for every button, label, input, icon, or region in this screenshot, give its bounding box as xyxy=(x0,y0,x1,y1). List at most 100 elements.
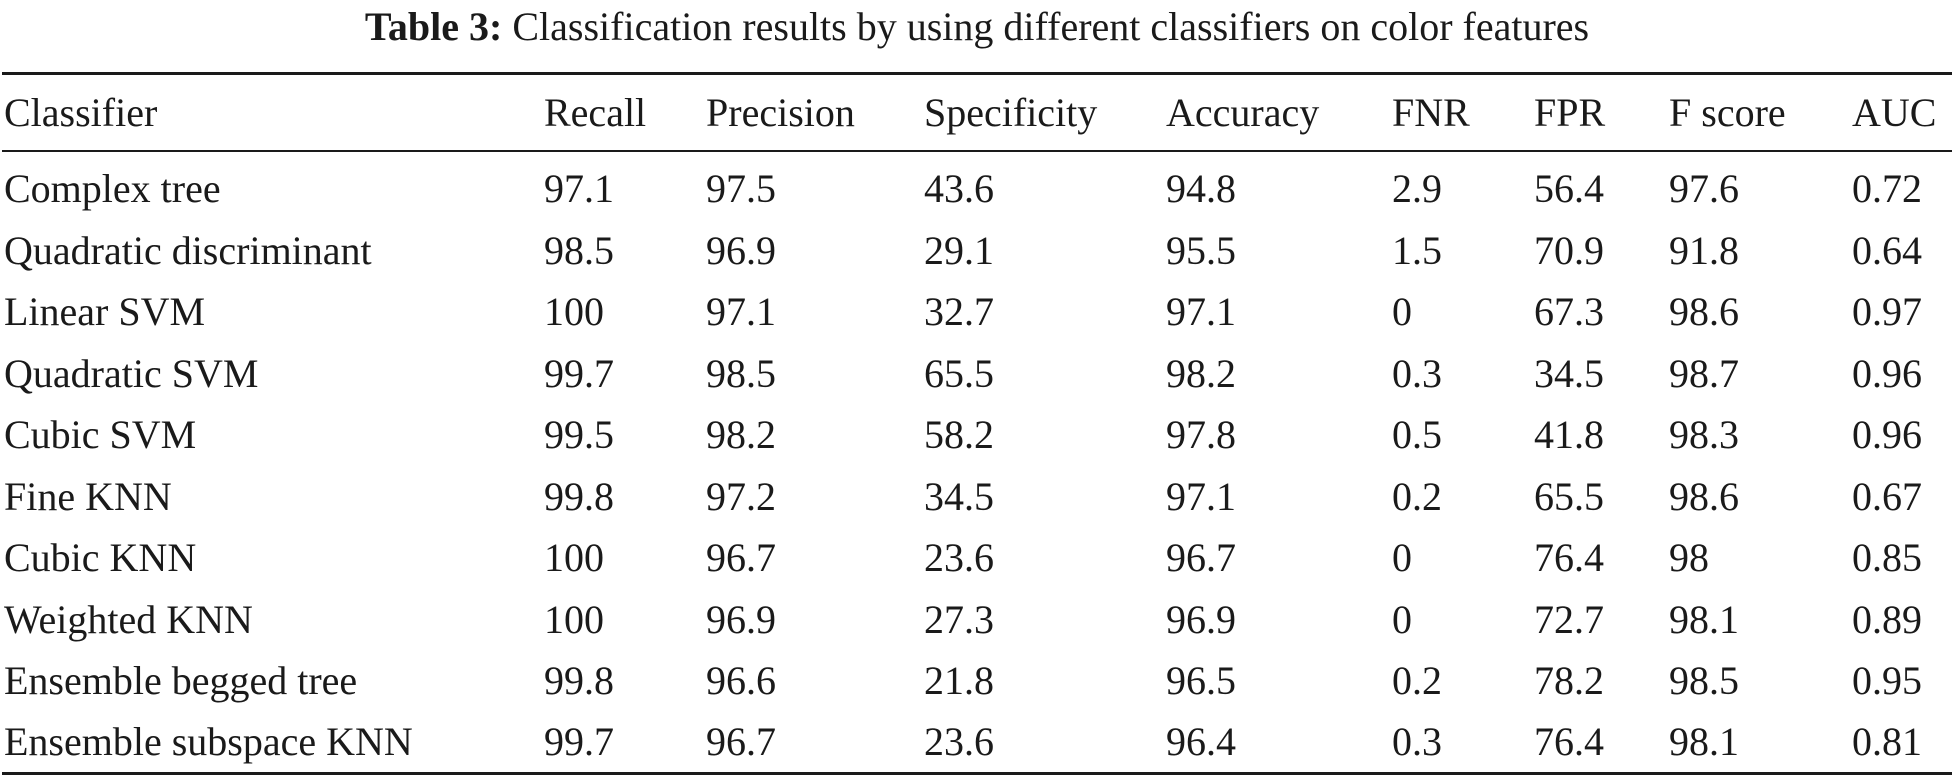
cell-auc: 0.85 xyxy=(1852,535,1922,580)
cell-classifier: Complex tree xyxy=(4,166,221,211)
header-classifier: Classifier xyxy=(4,90,158,135)
cell-fpr: 72.7 xyxy=(1534,597,1604,642)
cell-recall: 100 xyxy=(544,289,604,334)
cell-precision: 98.5 xyxy=(706,351,776,396)
cell-fnr: 1.5 xyxy=(1392,228,1442,273)
table-caption-label: Table 3: xyxy=(364,4,503,49)
cell-f-score: 98.1 xyxy=(1669,597,1739,642)
cell-recall: 99.8 xyxy=(544,474,614,519)
cell-recall: 99.7 xyxy=(544,351,614,396)
table-top-rule xyxy=(2,72,1952,75)
cell-fnr: 0.3 xyxy=(1392,351,1442,396)
cell-fpr: 76.4 xyxy=(1534,535,1604,580)
cell-f-score: 98.1 xyxy=(1669,719,1739,764)
cell-classifier: Quadratic discriminant xyxy=(4,228,372,273)
cell-accuracy: 96.7 xyxy=(1166,535,1236,580)
cell-fnr: 2.9 xyxy=(1392,166,1442,211)
cell-recall: 97.1 xyxy=(544,166,614,211)
cell-precision: 98.2 xyxy=(706,412,776,457)
cell-accuracy: 97.1 xyxy=(1166,474,1236,519)
cell-fpr: 70.9 xyxy=(1534,228,1604,273)
table-row: Ensemble begged tree 99.8 96.6 21.8 96.5… xyxy=(0,650,1954,712)
table-row: Quadratic discriminant 98.5 96.9 29.1 95… xyxy=(0,220,1954,282)
cell-f-score: 97.6 xyxy=(1669,166,1739,211)
cell-accuracy: 97.1 xyxy=(1166,289,1236,334)
cell-auc: 0.96 xyxy=(1852,351,1922,396)
cell-classifier: Ensemble begged tree xyxy=(4,658,358,703)
cell-precision: 97.2 xyxy=(706,474,776,519)
header-fnr: FNR xyxy=(1392,90,1470,135)
cell-precision: 96.6 xyxy=(706,658,776,703)
cell-accuracy: 95.5 xyxy=(1166,228,1236,273)
table-row: Cubic KNN 100 96.7 23.6 96.7 0 76.4 98 0… xyxy=(0,527,1954,589)
cell-auc: 0.72 xyxy=(1852,166,1922,211)
cell-fnr: 0.2 xyxy=(1392,658,1442,703)
cell-precision: 96.9 xyxy=(706,228,776,273)
cell-classifier: Weighted KNN xyxy=(4,597,253,642)
cell-fnr: 0 xyxy=(1392,535,1412,580)
cell-fpr: 34.5 xyxy=(1534,351,1604,396)
cell-auc: 0.95 xyxy=(1852,658,1922,703)
cell-recall: 100 xyxy=(544,597,604,642)
cell-specificity: 21.8 xyxy=(924,658,994,703)
cell-specificity: 34.5 xyxy=(924,474,994,519)
cell-fnr: 0.2 xyxy=(1392,474,1442,519)
header-recall: Recall xyxy=(544,90,647,135)
cell-classifier: Fine KNN xyxy=(4,474,172,519)
header-accuracy: Accuracy xyxy=(1166,90,1320,135)
cell-auc: 0.89 xyxy=(1852,597,1922,642)
cell-auc: 0.81 xyxy=(1852,719,1922,764)
cell-fpr: 65.5 xyxy=(1534,474,1604,519)
cell-precision: 96.7 xyxy=(706,719,776,764)
cell-auc: 0.97 xyxy=(1852,289,1922,334)
cell-classifier: Cubic KNN xyxy=(4,535,197,580)
cell-fpr: 78.2 xyxy=(1534,658,1604,703)
header-precision: Precision xyxy=(706,90,855,135)
cell-classifier: Quadratic SVM xyxy=(4,351,259,396)
cell-fpr: 76.4 xyxy=(1534,719,1604,764)
cell-specificity: 65.5 xyxy=(924,351,994,396)
cell-precision: 96.7 xyxy=(706,535,776,580)
table-row: Ensemble subspace KNN 99.7 96.7 23.6 96.… xyxy=(0,711,1954,773)
cell-accuracy: 97.8 xyxy=(1166,412,1236,457)
cell-f-score: 98.5 xyxy=(1669,658,1739,703)
cell-specificity: 43.6 xyxy=(924,166,994,211)
table-header-rule xyxy=(2,150,1952,152)
cell-recall: 100 xyxy=(544,535,604,580)
cell-accuracy: 96.4 xyxy=(1166,719,1236,764)
table-row: Fine KNN 99.8 97.2 34.5 97.1 0.2 65.5 98… xyxy=(0,466,1954,528)
cell-f-score: 98.6 xyxy=(1669,289,1739,334)
cell-precision: 97.5 xyxy=(706,166,776,211)
cell-specificity: 27.3 xyxy=(924,597,994,642)
cell-precision: 96.9 xyxy=(706,597,776,642)
table-caption: Table 3: Classification results by using… xyxy=(0,2,1954,52)
cell-fnr: 0 xyxy=(1392,289,1412,334)
header-auc: AUC xyxy=(1852,90,1937,135)
header-f-score: F score xyxy=(1669,90,1786,135)
cell-auc: 0.64 xyxy=(1852,228,1922,273)
cell-recall: 99.8 xyxy=(544,658,614,703)
cell-specificity: 58.2 xyxy=(924,412,994,457)
table-row: Complex tree 97.1 97.5 43.6 94.8 2.9 56.… xyxy=(0,158,1954,220)
cell-accuracy: 94.8 xyxy=(1166,166,1236,211)
cell-f-score: 91.8 xyxy=(1669,228,1739,273)
table-row: Cubic SVM 99.5 98.2 58.2 97.8 0.5 41.8 9… xyxy=(0,404,1954,466)
header-fpr: FPR xyxy=(1534,90,1606,135)
cell-fnr: 0 xyxy=(1392,597,1412,642)
table-header-row: Classifier Recall Precision Specificity … xyxy=(0,82,1954,144)
cell-fnr: 0.3 xyxy=(1392,719,1442,764)
cell-specificity: 32.7 xyxy=(924,289,994,334)
cell-precision: 97.1 xyxy=(706,289,776,334)
cell-f-score: 98.6 xyxy=(1669,474,1739,519)
cell-f-score: 98.3 xyxy=(1669,412,1739,457)
cell-fpr: 41.8 xyxy=(1534,412,1604,457)
cell-recall: 98.5 xyxy=(544,228,614,273)
cell-fpr: 56.4 xyxy=(1534,166,1604,211)
cell-accuracy: 98.2 xyxy=(1166,351,1236,396)
table-row: Quadratic SVM 99.7 98.5 65.5 98.2 0.3 34… xyxy=(0,343,1954,405)
cell-recall: 99.7 xyxy=(544,719,614,764)
table-bottom-rule xyxy=(2,772,1952,775)
cell-fpr: 67.3 xyxy=(1534,289,1604,334)
cell-classifier: Ensemble subspace KNN xyxy=(4,719,413,764)
cell-f-score: 98.7 xyxy=(1669,351,1739,396)
